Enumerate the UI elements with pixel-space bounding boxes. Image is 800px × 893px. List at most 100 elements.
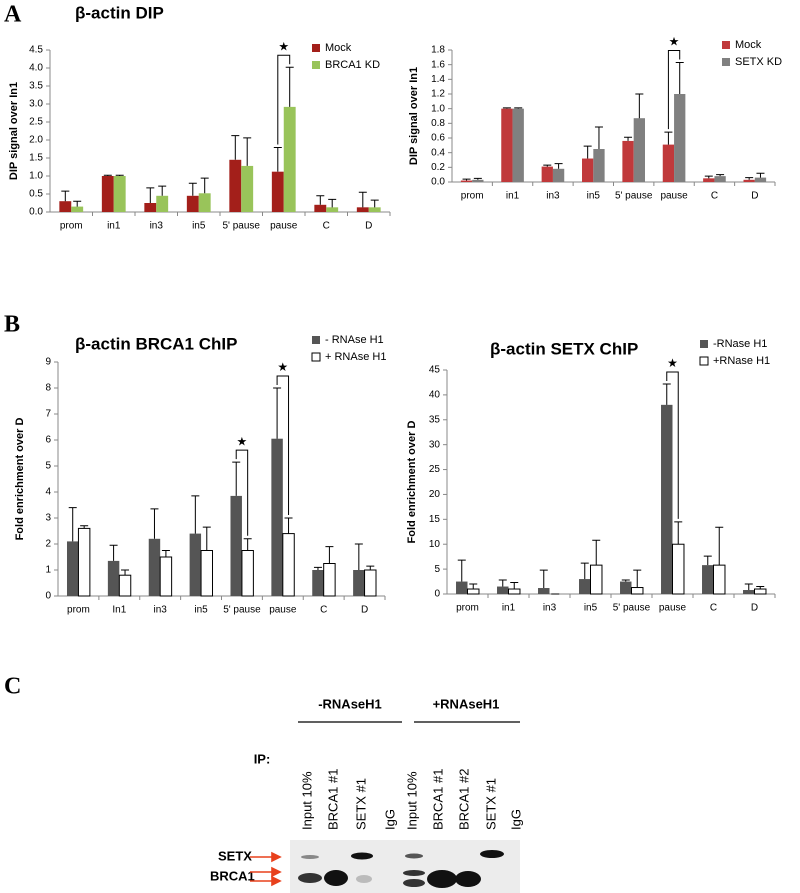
error-bar: [285, 66, 294, 107]
significance-bracket: [667, 49, 681, 130]
error-bar: [635, 93, 644, 119]
error-bar: [354, 543, 363, 570]
bar: [107, 560, 120, 596]
y-tick-label: 4: [45, 487, 51, 498]
bar: [77, 527, 91, 597]
y-tick-label: 1.0: [29, 171, 43, 182]
error-bar: [745, 177, 754, 180]
y-tick-label: 2: [45, 539, 51, 550]
error-bar: [554, 163, 563, 169]
x-tick-label: 5' pause: [223, 221, 261, 232]
lane-label: IgG: [508, 809, 523, 830]
error-bar: [121, 569, 130, 576]
y-tick-label: 1.2: [431, 89, 445, 100]
error-bar: [704, 175, 713, 179]
y-tick-label: 25: [429, 464, 441, 475]
group-label: -RNAseH1: [318, 696, 382, 711]
error-bar: [109, 544, 118, 561]
bar: [460, 180, 473, 182]
bar: [662, 144, 675, 182]
y-tick-label: 35: [429, 414, 441, 425]
error-bar: [243, 137, 252, 166]
legend-swatch: [312, 44, 320, 52]
y-tick-label: 6: [45, 435, 51, 446]
bar: [552, 168, 565, 182]
error-bar: [583, 145, 592, 159]
x-tick-label: in5: [587, 191, 601, 202]
y-tick-label: 1.0: [431, 103, 445, 114]
error-bar: [539, 569, 548, 589]
bar: [186, 195, 199, 212]
bar: [113, 176, 126, 212]
y-tick-label: 20: [429, 489, 441, 500]
legend-swatch: [312, 336, 320, 344]
bar: [156, 195, 169, 212]
significance-bracket: [277, 54, 291, 145]
x-tick-label: prom: [67, 605, 90, 616]
x-tick-label: D: [751, 603, 758, 614]
blot-bands: [298, 850, 504, 888]
y-tick-label: 1.6: [431, 59, 445, 70]
y-tick-label: 5: [434, 564, 440, 575]
bar: [754, 177, 767, 182]
error-bar: [756, 586, 765, 590]
bar: [582, 158, 594, 182]
chart-title: β-actin BRCA1 ChIP: [75, 334, 237, 353]
x-tick-label: prom: [60, 221, 83, 232]
error-bar: [674, 521, 683, 545]
y-tick-label: 0.5: [29, 189, 43, 200]
legend-swatch: [311, 352, 321, 362]
error-bar: [744, 583, 753, 591]
error-bar: [473, 177, 482, 180]
error-bar: [284, 517, 293, 534]
error-bar: [188, 182, 197, 196]
bar: [472, 179, 484, 182]
x-tick-label: in1: [506, 191, 520, 202]
lane-label: Input 10%: [299, 771, 314, 830]
y-tick-label: 0.6: [431, 133, 445, 144]
x-tick-label: 5' pause: [615, 191, 653, 202]
error-bar: [675, 61, 684, 94]
annotation: ★: [278, 39, 289, 53]
x-tick-label: pause: [659, 603, 687, 614]
bar: [66, 541, 79, 596]
bar: [323, 563, 336, 597]
bar: [314, 204, 327, 212]
bar: [148, 538, 161, 596]
group-label: +RNAseH1: [433, 696, 500, 711]
y-tick-label: 0.4: [431, 147, 445, 158]
error-bar: [232, 461, 241, 496]
bar: [200, 550, 214, 597]
x-tick-label: C: [320, 605, 327, 616]
error-bar: [370, 199, 379, 208]
bar: [101, 176, 114, 212]
error-bar: [325, 546, 334, 564]
significance-bracket: [666, 371, 679, 519]
bar: [508, 588, 521, 595]
legend-label: SETX KD: [735, 56, 782, 68]
x-tick-label: prom: [456, 603, 479, 614]
bar: [661, 404, 673, 594]
x-tick-label: In1: [112, 605, 126, 616]
error-bar: [621, 579, 630, 582]
x-tick-label: in3: [546, 191, 560, 202]
bar: [456, 581, 468, 594]
bar: [59, 201, 72, 212]
legend-label: BRCA1 KD: [325, 59, 380, 71]
bar: [159, 556, 173, 597]
x-tick-label: in5: [192, 221, 206, 232]
bar: [353, 570, 365, 596]
bar: [241, 165, 254, 212]
bar: [631, 587, 644, 595]
bar: [501, 108, 513, 182]
lane-label: BRCA1 #1: [325, 769, 340, 830]
legend-swatch: [722, 41, 730, 49]
y-tick-label: 0.0: [29, 207, 43, 218]
bar: [229, 159, 242, 212]
y-tick-label: 4.0: [29, 63, 43, 74]
error-bar: [273, 147, 282, 172]
y-tick-label: 0: [434, 589, 440, 600]
x-tick-label: in3: [150, 221, 164, 232]
y-tick-label: 10: [429, 539, 441, 550]
